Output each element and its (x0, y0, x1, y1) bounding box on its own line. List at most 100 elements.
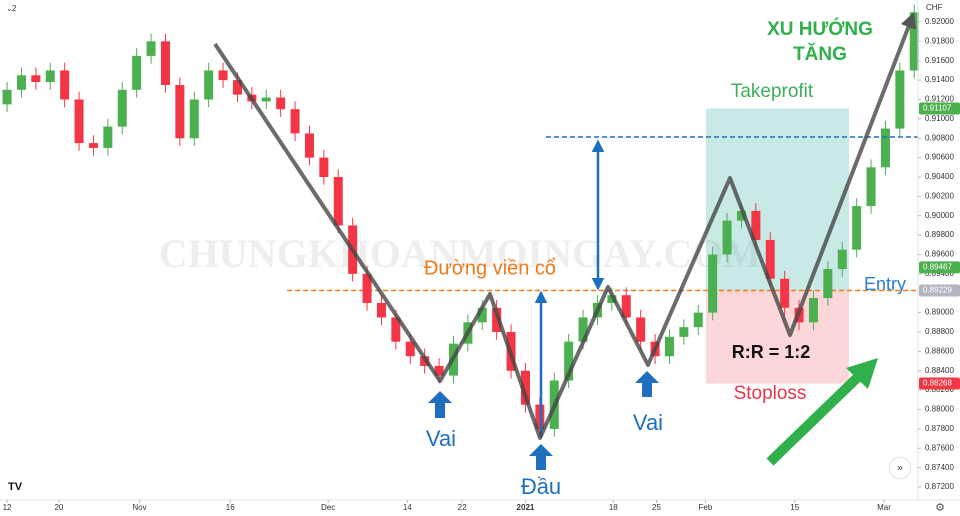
scroll-icon: » (897, 463, 903, 474)
y-tick-label: 0.90000 (925, 211, 954, 220)
price-tag-label: 0.88268 (923, 379, 952, 388)
price-tag-label: 0.89229 (923, 286, 952, 295)
candle-body (175, 84, 185, 139)
y-tick-label: 0.87400 (925, 463, 954, 472)
price-tag (919, 377, 960, 390)
candle-body (31, 75, 41, 83)
price-tag (919, 284, 960, 297)
y-tick-label: 0.91200 (925, 95, 954, 104)
candle-body (74, 99, 84, 144)
candle-body (117, 89, 127, 127)
y-tick-label: 0.91600 (925, 56, 954, 65)
trend-arrow (766, 373, 862, 466)
y-tick-label: 0.88000 (925, 405, 954, 414)
takeprofit-label: Takeprofit (731, 81, 814, 102)
candle-body (261, 97, 271, 102)
y-tick-label: 0.90400 (925, 172, 954, 181)
y-tick-label: 0.88800 (925, 327, 954, 336)
y-tick-label: 0.89600 (925, 250, 954, 259)
candle-body (621, 295, 631, 318)
y-tick-label: 0.91000 (925, 114, 954, 123)
candle-body (45, 70, 55, 83)
candle-body (765, 239, 775, 279)
price-tag-label: 0.89467 (923, 262, 952, 271)
candle-body (751, 210, 761, 240)
shoulder-label: Vai (426, 426, 456, 451)
candle-body (189, 99, 199, 139)
price-tag (919, 261, 960, 274)
candle-body (895, 70, 905, 129)
x-tick-label: 16 (226, 503, 235, 512)
y-tick-label: 0.90600 (925, 153, 954, 162)
candle-body (290, 109, 300, 134)
y-tick-label: 0.87200 (925, 482, 954, 491)
x-tick-label: Dec (321, 503, 335, 512)
y-tick-label: 0.88400 (925, 366, 954, 375)
arrow-icon (635, 371, 659, 397)
y-tick-label: 0.92000 (925, 17, 954, 26)
x-tick-label: Feb (699, 503, 713, 512)
arrow-icon (529, 444, 553, 470)
x-tick-label: 22 (458, 503, 467, 512)
watermark: CHUNGKHOANMOINGAY.COM (159, 231, 762, 276)
candle-body (146, 41, 156, 56)
head-label: Đầu (521, 474, 561, 499)
candle-body (16, 75, 26, 90)
x-tick-label: 14 (403, 503, 412, 512)
y-tick-label: 0.91800 (925, 36, 954, 45)
candle-body (60, 70, 70, 100)
neckline-label: Đường viền cổ (424, 257, 556, 279)
candle-body (708, 254, 718, 313)
currency-label[interactable]: CHF (926, 3, 943, 12)
candle-body (405, 341, 415, 357)
y-tick-label: 0.87600 (925, 443, 954, 452)
candle-body (319, 157, 329, 178)
x-tick-label: 25 (652, 503, 661, 512)
x-tick-label: 18 (609, 503, 618, 512)
candle-body (808, 298, 818, 323)
entry-label: Entry (864, 274, 906, 294)
trend-label: TĂNG (793, 43, 847, 65)
candle-body (852, 206, 862, 250)
pattern-line (213, 12, 916, 440)
x-tick-label: 12 (3, 503, 12, 512)
candle-body (693, 312, 703, 328)
candle-body (564, 341, 574, 381)
candle-body (866, 167, 876, 207)
price-tag-label: 0.91107 (923, 104, 952, 113)
y-tick-label: 0.89400 (925, 269, 954, 278)
badge[interactable]: 2 (12, 4, 17, 13)
candle-body (520, 370, 530, 405)
candle-body (103, 126, 113, 148)
candle-body (333, 177, 343, 226)
candle-body (837, 249, 847, 270)
x-tick-label: 15 (790, 503, 799, 512)
y-tick-label: 0.90200 (925, 191, 954, 200)
logo[interactable]: TV (8, 481, 23, 493)
candle-body (880, 128, 890, 168)
candle-body (132, 55, 142, 90)
y-tick-label: 0.90800 (925, 133, 954, 142)
settings-icon[interactable]: ⚙ (935, 502, 945, 514)
price-tag (919, 102, 960, 115)
candle-body (780, 278, 790, 308)
scroll-button[interactable] (888, 456, 912, 480)
candle-body (578, 317, 588, 342)
x-tick-label: Mar (877, 503, 891, 512)
takeprofit-zone (706, 108, 849, 291)
y-tick-label: 0.88200 (925, 385, 954, 394)
rr-label: R:R = 1:2 (732, 342, 811, 362)
candle-body (823, 269, 833, 299)
stoploss-label: Stoploss (734, 383, 807, 404)
y-tick-label: 0.87800 (925, 424, 954, 433)
x-tick-label: Nov (132, 503, 146, 512)
trend-arrow-head (846, 358, 878, 389)
candle-body (204, 70, 214, 100)
candle-body (276, 97, 286, 110)
candle-body (232, 80, 242, 95)
candle-body (218, 70, 228, 81)
candle-body (679, 327, 689, 337)
candle-body (362, 273, 372, 303)
candle-body (722, 220, 732, 255)
candle-body (636, 317, 646, 342)
